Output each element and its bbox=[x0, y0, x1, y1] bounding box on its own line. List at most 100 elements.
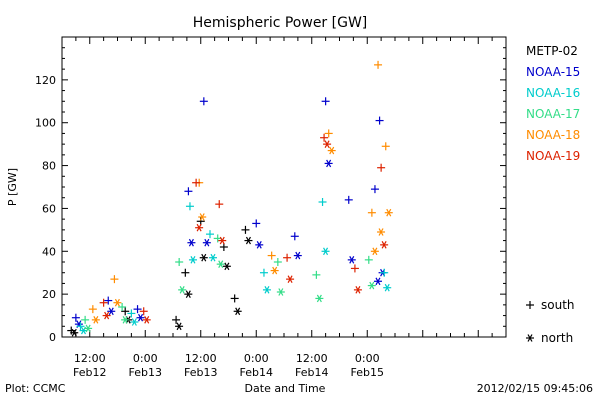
south-point bbox=[320, 133, 329, 142]
north-point bbox=[175, 322, 184, 331]
x-tick-label-time: 12:00 bbox=[185, 352, 217, 365]
south-point bbox=[381, 142, 390, 151]
data-marks bbox=[67, 60, 393, 337]
south-point bbox=[241, 225, 250, 234]
marker-legend-label: south bbox=[541, 298, 575, 312]
series-noaa-15 bbox=[71, 97, 387, 328]
north-point bbox=[380, 241, 389, 249]
south-point bbox=[370, 185, 379, 194]
north-point bbox=[327, 146, 336, 155]
north-point bbox=[270, 266, 279, 275]
y-tick-label: 40 bbox=[42, 245, 56, 258]
south-point bbox=[324, 129, 333, 138]
south-point bbox=[215, 200, 224, 209]
south-point bbox=[230, 294, 239, 303]
south-point bbox=[318, 198, 327, 206]
south-point bbox=[377, 163, 386, 172]
north-point bbox=[198, 213, 207, 221]
north-point bbox=[324, 159, 333, 168]
south-point bbox=[367, 208, 376, 217]
x-axis: 12:00Feb120:00Feb1312:00Feb130:00Feb1412… bbox=[61, 37, 507, 379]
plot-timestamp: 2012/02/15 09:45:06 bbox=[477, 382, 593, 395]
north-point bbox=[323, 140, 332, 148]
north-point bbox=[130, 318, 139, 326]
south-point bbox=[133, 305, 142, 314]
north-point bbox=[367, 281, 376, 290]
north-point bbox=[373, 277, 382, 286]
north-point bbox=[353, 286, 362, 294]
south-point bbox=[110, 275, 119, 284]
legend-entry: NOAA-18 bbox=[526, 128, 580, 142]
south-point bbox=[181, 268, 190, 277]
south-point bbox=[290, 232, 299, 241]
south-point bbox=[88, 305, 97, 314]
north-point bbox=[276, 288, 285, 296]
series-noaa-17 bbox=[81, 234, 376, 333]
north-point bbox=[244, 236, 253, 245]
y-axis-label: P [GW] bbox=[6, 168, 19, 206]
north-point bbox=[184, 290, 193, 298]
north-point bbox=[202, 238, 211, 247]
chart-title: Hemispheric Power [GW] bbox=[193, 15, 368, 31]
series-metp-02 bbox=[67, 217, 253, 337]
north-point bbox=[384, 208, 393, 217]
south-point bbox=[380, 268, 389, 277]
y-tick-label: 100 bbox=[35, 117, 56, 130]
x-tick-label-date: Feb13 bbox=[129, 366, 162, 379]
legend-entry: NOAA-17 bbox=[526, 107, 580, 121]
series-noaa-16 bbox=[76, 198, 392, 335]
x-tick-label-date: Feb15 bbox=[351, 366, 384, 379]
south-point bbox=[185, 202, 194, 211]
south-point bbox=[184, 187, 193, 196]
south-point bbox=[374, 60, 383, 69]
north-point bbox=[195, 223, 204, 232]
south-point bbox=[199, 97, 208, 106]
south-point bbox=[71, 313, 80, 322]
south-point bbox=[121, 307, 130, 316]
south-point bbox=[283, 253, 292, 262]
south-point bbox=[350, 264, 359, 273]
legend-entry: METP-02 bbox=[526, 44, 578, 58]
y-tick-label: 60 bbox=[42, 202, 56, 215]
south-point bbox=[206, 230, 214, 239]
x-tick-label-date: Feb14 bbox=[240, 366, 273, 379]
x-tick-label-time: 0:00 bbox=[355, 352, 380, 365]
south-point bbox=[81, 315, 90, 324]
south-point bbox=[273, 258, 282, 266]
north-point bbox=[199, 253, 208, 262]
north-point bbox=[255, 241, 264, 249]
north-point bbox=[293, 251, 302, 260]
south-point bbox=[139, 307, 148, 316]
legend-entry: NOAA-15 bbox=[526, 65, 580, 79]
legend-marker-star bbox=[526, 334, 534, 342]
south-point bbox=[364, 255, 373, 264]
north-point bbox=[70, 328, 79, 337]
north-point bbox=[321, 247, 330, 256]
south-point bbox=[252, 219, 261, 228]
south-point bbox=[312, 270, 321, 279]
south-point bbox=[375, 116, 384, 125]
y-tick-label: 120 bbox=[35, 74, 56, 87]
x-tick-label-date: Feb14 bbox=[295, 366, 328, 379]
north-point bbox=[178, 286, 187, 294]
south-point bbox=[118, 303, 127, 311]
series-noaa-18 bbox=[88, 60, 393, 324]
marker-legend: south north bbox=[526, 298, 575, 345]
series-legend: METP-02 NOAA-15 NOAA-16 NOAA-17 NOAA-18 NOAA-… bbox=[526, 44, 580, 163]
south-point bbox=[267, 251, 276, 260]
x-tick-label-date: Feb13 bbox=[184, 366, 217, 379]
y-tick-label: 20 bbox=[42, 288, 56, 301]
north-point bbox=[383, 283, 392, 292]
north-point bbox=[136, 313, 145, 322]
north-point bbox=[370, 247, 379, 256]
north-point bbox=[262, 286, 271, 294]
series-noaa-19 bbox=[99, 133, 389, 324]
x-tick-label-time: 12:00 bbox=[296, 352, 328, 365]
north-point bbox=[84, 324, 93, 333]
legend-entry: NOAA-16 bbox=[526, 86, 580, 100]
south-point bbox=[321, 97, 330, 106]
north-point bbox=[209, 253, 217, 262]
north-point bbox=[222, 262, 231, 271]
north-point bbox=[142, 316, 151, 324]
